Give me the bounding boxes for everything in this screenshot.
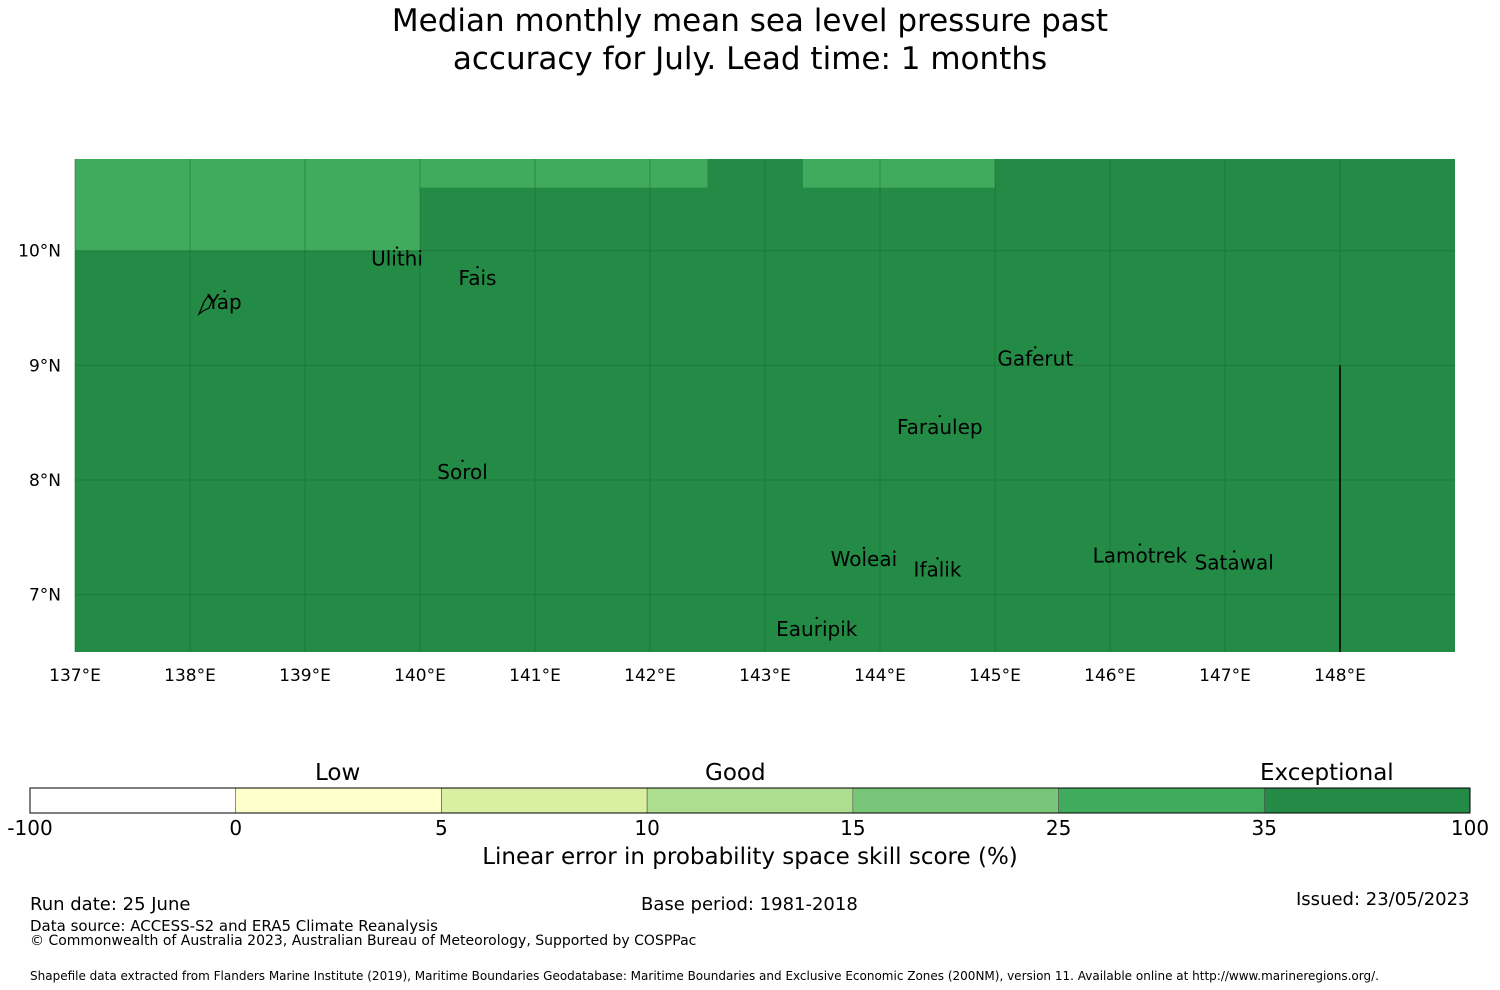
map-panel: 137°E 138°E 139°E 140°E 141°E 142°E 143°E 144°E… xyxy=(18,159,1455,686)
island-marker xyxy=(936,557,939,560)
map-gridlines xyxy=(74,159,1455,652)
place-label-faraulep: Faraulep xyxy=(897,415,983,439)
island-marker xyxy=(476,265,479,269)
title-line-2: accuracy for July. Lead time: 1 months xyxy=(452,41,1048,77)
category-exceptional-label: Exceptional xyxy=(1260,760,1394,786)
latitude-tick-label: 10°N xyxy=(18,242,61,262)
copyright-notice: © Commonwealth of Australia 2023, Austra… xyxy=(30,933,697,949)
map-region-25-35 xyxy=(420,159,708,188)
place-label-yap: Yap xyxy=(206,290,241,314)
category-low-label: Low xyxy=(315,760,361,786)
longitude-tick-label: 146°E xyxy=(1084,666,1136,686)
colorbar: -100 0 5 10 15 25 35 100 xyxy=(7,787,1489,840)
run-date: Run date: 25 June xyxy=(30,894,191,915)
place-label-lamotrek: Lamotrek xyxy=(1093,544,1188,568)
latitude-tick-label: 7°N xyxy=(29,586,61,606)
colorbar-tick-label: 15 xyxy=(840,816,865,840)
colorbar-segment xyxy=(235,787,442,814)
colorbar-segment xyxy=(1263,787,1471,814)
shapefile-credit: Shapefile data extracted from Flanders M… xyxy=(30,969,1379,983)
longitude-tick-label: 147°E xyxy=(1199,666,1251,686)
place-label-woleai: Woleai xyxy=(831,547,898,571)
place-label-sorol: Sorol xyxy=(437,460,488,484)
longitude-tick-label: 143°E xyxy=(739,666,791,686)
colorbar-segment xyxy=(29,787,237,814)
place-label-ifalik: Ifalik xyxy=(914,557,962,581)
longitude-tick-label: 140°E xyxy=(394,666,446,686)
map-title: Median monthly mean sea level pressure p… xyxy=(0,2,1500,78)
colorbar-frame xyxy=(29,787,1471,814)
colorbar-tick-label: -100 xyxy=(7,816,52,840)
longitude-tick-label: 138°E xyxy=(164,666,216,686)
colorbar-tick-label: 5 xyxy=(435,816,448,840)
island-marker xyxy=(1233,550,1236,553)
colorbar-tick-label: 100 xyxy=(1451,816,1489,840)
map-region-25-35 xyxy=(802,159,995,188)
longitude-tick-label: 142°E xyxy=(624,666,676,686)
island-marker xyxy=(815,616,818,620)
latitude-tick-label: 9°N xyxy=(29,356,61,376)
colorbar-tick-label: 10 xyxy=(634,816,659,840)
island-marker xyxy=(1138,543,1142,546)
island-marker xyxy=(938,414,941,418)
colorbar-tick-label: 35 xyxy=(1252,816,1277,840)
place-label-fais: Fais xyxy=(459,266,497,290)
colorbar-tick-label: 0 xyxy=(229,816,242,840)
latitude-tick-label: 8°N xyxy=(29,471,61,491)
skill-map: 137°E 138°E 139°E 140°E 141°E 142°E 143°E 144°E… xyxy=(18,159,1455,686)
title-line-1: Median monthly mean sea level pressure p… xyxy=(391,3,1109,39)
data-source: Data source: ACCESS-S2 and ERA5 Climate … xyxy=(30,917,438,935)
colorbar-segment xyxy=(1058,787,1265,814)
island-marker xyxy=(862,546,866,550)
category-good-label: Good xyxy=(705,760,766,786)
place-label-gaferut: Gaferut xyxy=(997,346,1073,370)
island-marker xyxy=(223,289,226,293)
longitude-tick-label: 148°E xyxy=(1314,666,1366,686)
place-label-ulithi: Ulithi xyxy=(371,247,423,271)
place-label-satawal: Satawal xyxy=(1195,550,1274,574)
colorbar-tick-label: 25 xyxy=(1046,816,1071,840)
longitude-tick-label: 145°E xyxy=(969,666,1021,686)
map-region-25-35 xyxy=(75,159,420,251)
base-period: Base period: 1981-2018 xyxy=(641,894,858,915)
longitude-tick-label: 137°E xyxy=(49,666,101,686)
island-marker xyxy=(395,246,399,249)
colorbar-segment xyxy=(646,787,854,814)
longitude-tick-label: 144°E xyxy=(854,666,906,686)
longitude-tick-label: 141°E xyxy=(509,666,561,686)
place-label-eauripik: Eauripik xyxy=(776,617,858,641)
yap-island-shape xyxy=(197,294,213,316)
island-marker xyxy=(461,459,464,463)
colorbar-title: Linear error in probability space skill … xyxy=(482,844,1018,870)
issued-date: Issued: 23/05/2023 xyxy=(1296,889,1470,910)
island-marker xyxy=(1034,346,1037,349)
colorbar-segment xyxy=(852,787,1059,814)
colorbar-segment xyxy=(441,787,648,814)
longitude-tick-label: 139°E xyxy=(279,666,331,686)
